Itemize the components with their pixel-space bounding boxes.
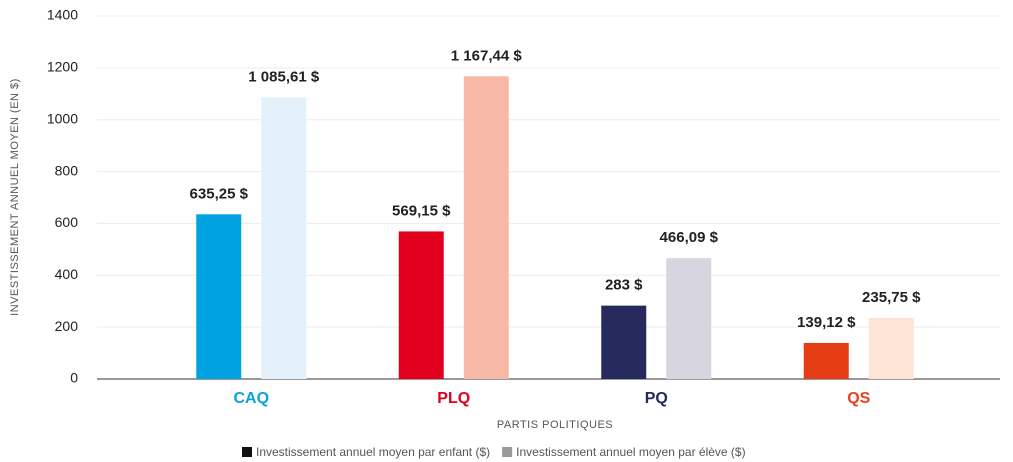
bar [666, 258, 712, 379]
y-tick-label: 1000 [47, 110, 78, 126]
x-tick-label: PQ [645, 390, 668, 407]
bar [398, 231, 444, 379]
y-axis-title: INVESTISSEMENT ANNUEL MOYEN (EN $) [9, 78, 21, 316]
y-tick-label: 0 [70, 370, 78, 386]
value-label: 635,25 $ [190, 185, 249, 202]
y-tick-label: 1200 [47, 59, 78, 75]
value-label: 139,12 $ [797, 314, 856, 331]
bar [601, 305, 647, 379]
value-label: 235,75 $ [862, 289, 921, 306]
value-label: 1 167,44 $ [451, 47, 523, 64]
bar [261, 97, 307, 379]
y-tick-label: 800 [55, 162, 79, 178]
bar [196, 214, 242, 379]
y-tick-label: 400 [55, 266, 79, 282]
value-label: 569,15 $ [392, 202, 451, 219]
y-tick-label: 600 [55, 214, 79, 230]
x-tick-label: QS [847, 390, 870, 407]
value-label: 1 085,61 $ [248, 68, 320, 85]
legend-swatch [502, 447, 513, 457]
value-label: 466,09 $ [660, 229, 719, 246]
legend-label: Investissement annuel moyen par enfant (… [256, 445, 490, 459]
y-tick-label: 1400 [47, 7, 78, 23]
y-tick-label: 200 [55, 318, 79, 334]
legend-label: Investissement annuel moyen par élève ($… [516, 445, 745, 459]
bar [868, 317, 914, 379]
value-label: 283 $ [605, 277, 643, 294]
bar [803, 342, 849, 379]
bar [463, 76, 509, 379]
x-tick-label: CAQ [233, 390, 269, 407]
x-tick-label: PLQ [437, 390, 470, 407]
legend-swatch [242, 447, 252, 457]
x-axis-title: PARTIS POLITIQUES [497, 419, 613, 431]
